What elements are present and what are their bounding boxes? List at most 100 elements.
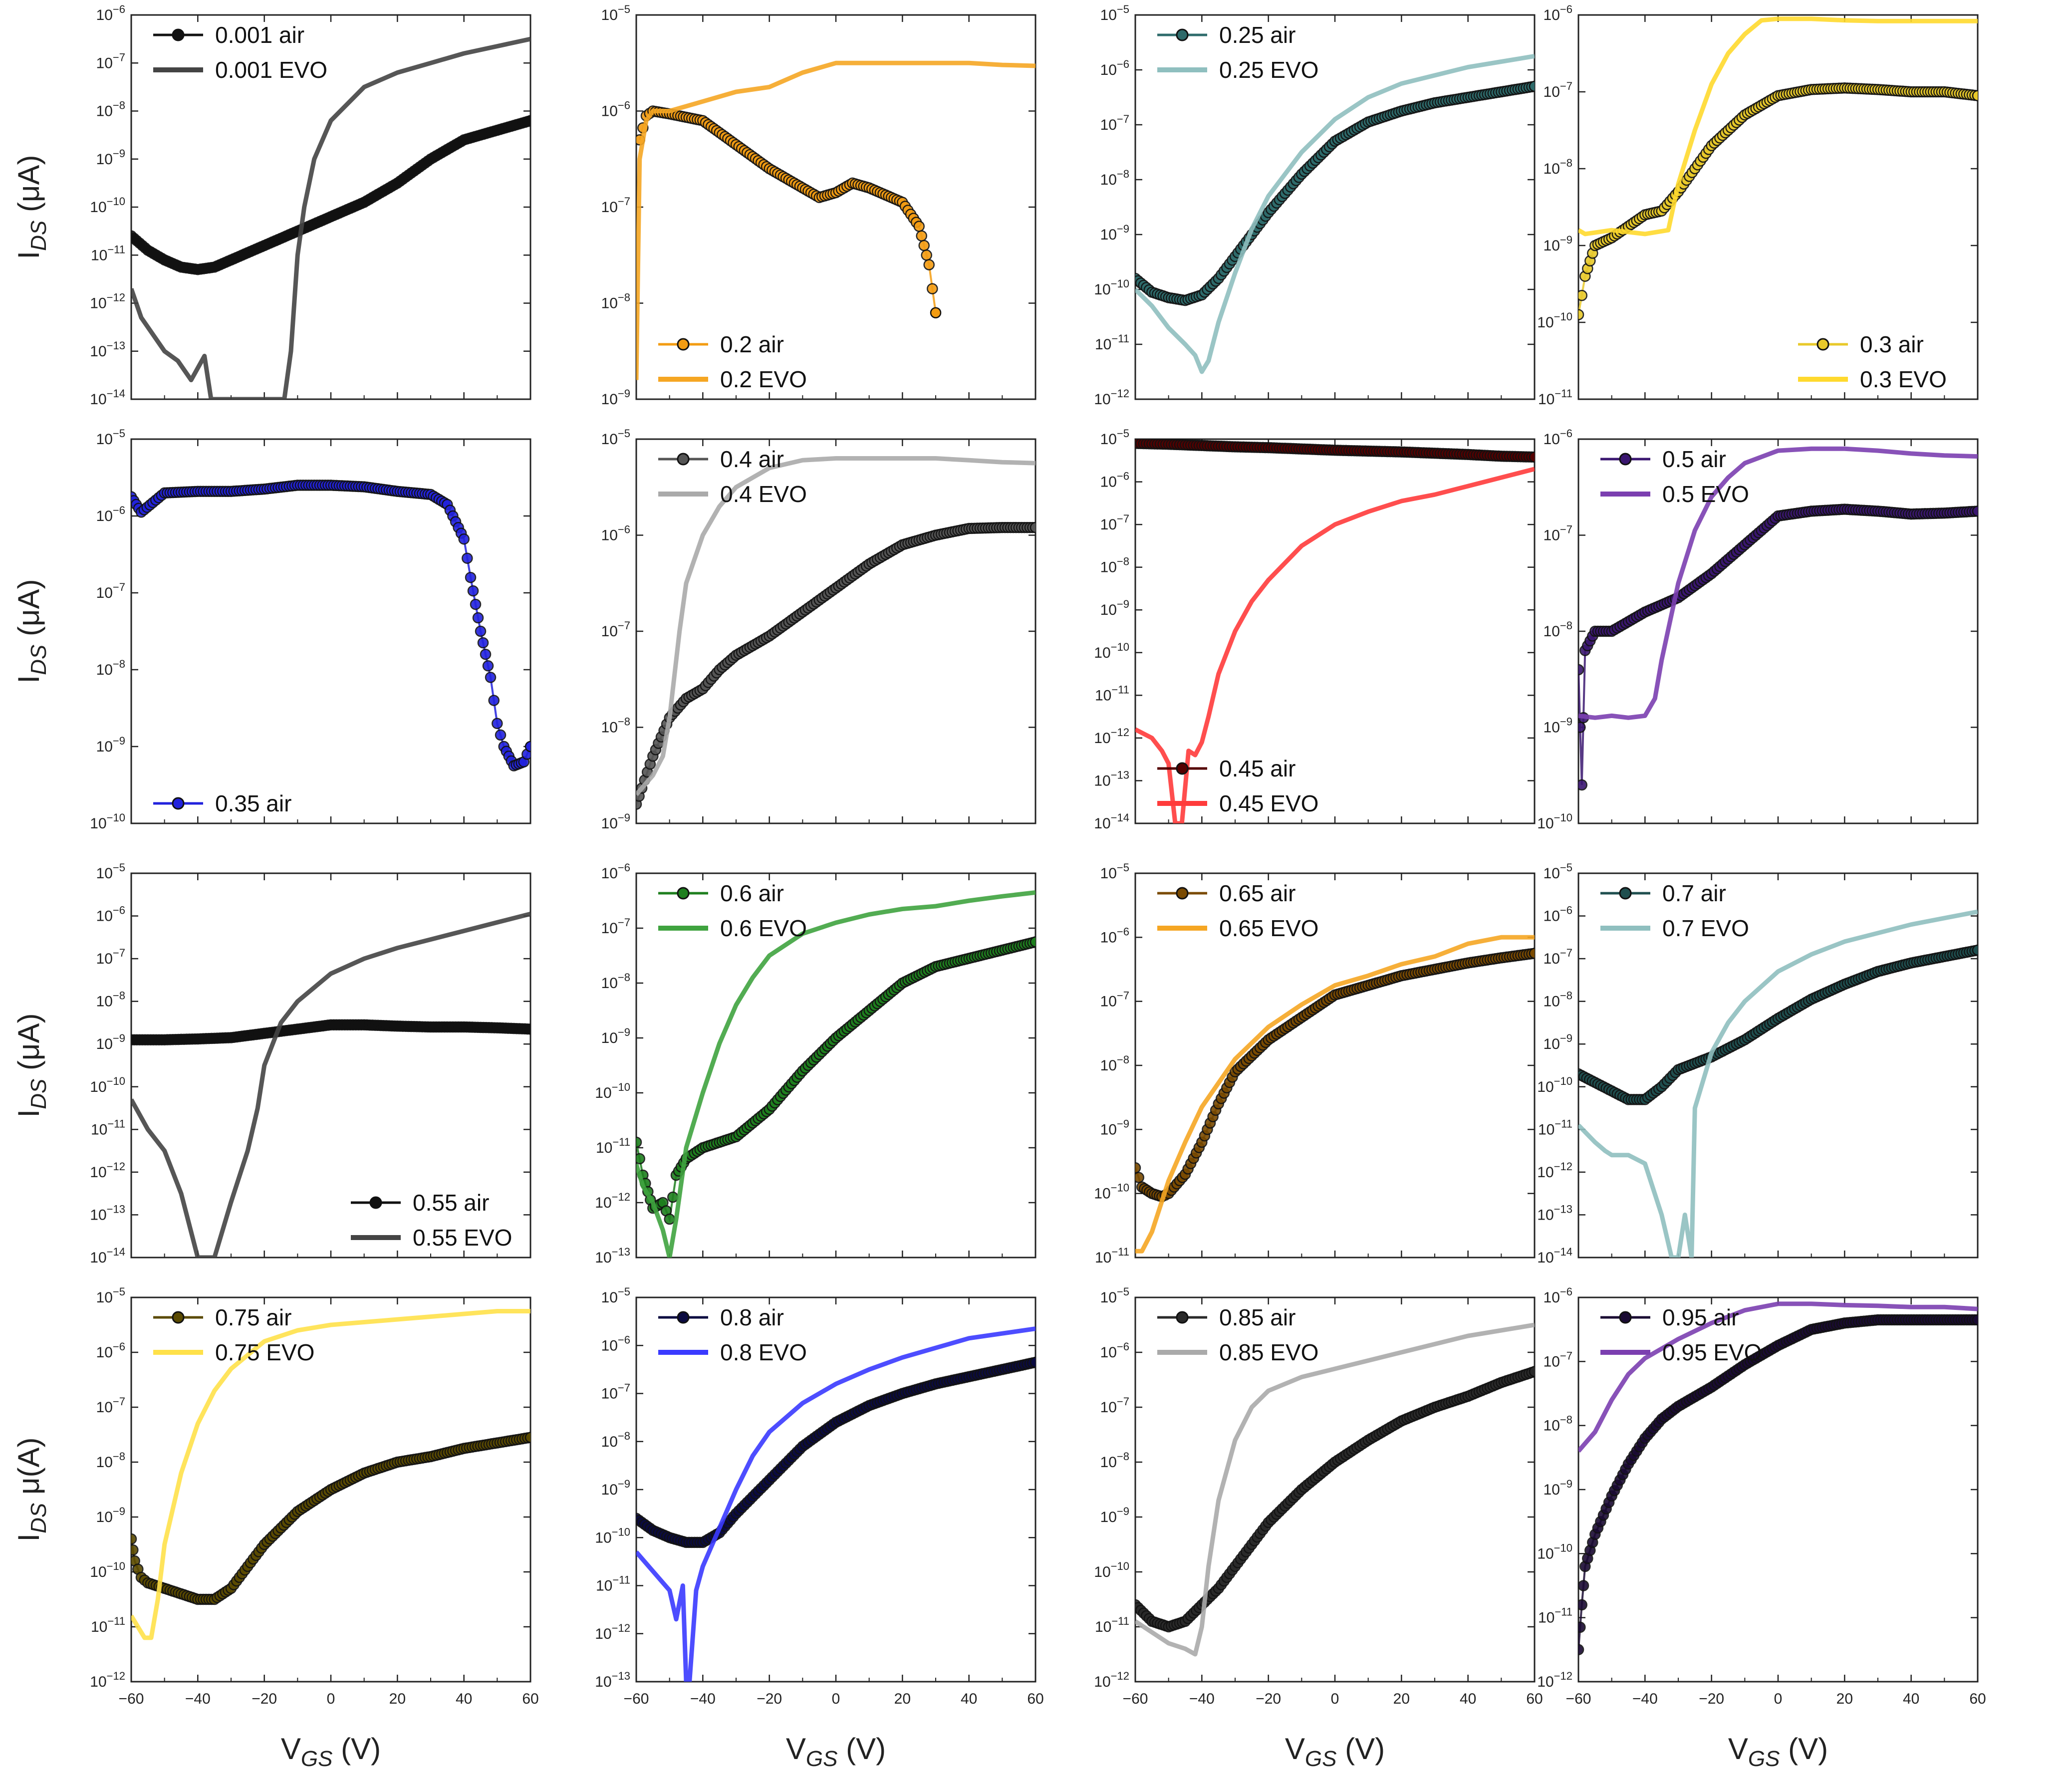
y-tick-label: 10−7 xyxy=(1544,1349,1572,1370)
x-tick-label: −60 xyxy=(1566,1691,1591,1707)
legend-marker xyxy=(677,1311,690,1324)
legend-label: 0.45 air xyxy=(1219,756,1295,781)
y-tick-label: 10−10 xyxy=(595,1081,630,1101)
legend-label: 0.4 air xyxy=(720,446,784,472)
data-point xyxy=(524,115,530,126)
legend-label: 0.35 air xyxy=(215,790,291,816)
legend: 0.3 air 0.3 EVO xyxy=(1798,331,1947,392)
panel-4: 10−11 10−10 10−9 10−8 10−7 10−6 0.3 air 0.3 EVO xyxy=(1537,3,1979,408)
panel-5: 10−10 10−9 10−8 10−7 10−6 10−5 0.35 air xyxy=(90,427,531,832)
data-point xyxy=(1578,309,1584,320)
legend-label: 0.2 EVO xyxy=(720,366,807,392)
y-tick-label: 10−14 xyxy=(1094,811,1129,832)
y-tick-label: 10−9 xyxy=(601,1026,630,1046)
y-tick-label: 10−7 xyxy=(1544,523,1572,544)
data-point xyxy=(1578,1599,1587,1611)
legend: 0.45 air 0.45 EVO xyxy=(1157,756,1318,816)
y-tick-label: 10−5 xyxy=(1100,3,1129,23)
legend: 0.001 air 0.001 EVO xyxy=(153,22,327,83)
series-line xyxy=(636,890,1036,1258)
legend-label: 0.85 air xyxy=(1219,1304,1295,1330)
panel-14: 10−13 10−12 10−11 10−10 10−9 10−8 10−7 10−6 10−5… xyxy=(595,1285,1043,1707)
series-line xyxy=(1135,1322,1535,1657)
legend-marker xyxy=(1176,28,1189,41)
data-point xyxy=(524,741,530,753)
y-tick-label: 10−10 xyxy=(595,1525,630,1546)
y-tick-label: 10−8 xyxy=(96,990,125,1010)
legend-label: 0.65 air xyxy=(1219,880,1295,906)
data-point xyxy=(1529,948,1535,959)
data-point xyxy=(1578,1644,1584,1656)
y-tick-label: 10−8 xyxy=(96,99,125,120)
y-tick-label: 10−5 xyxy=(1100,427,1129,448)
y-tick-label: 10−9 xyxy=(1544,234,1572,254)
legend-label: 0.5 air xyxy=(1662,446,1726,472)
y-tick-label: 10−11 xyxy=(1538,387,1572,408)
x-tick-label: 20 xyxy=(1393,1691,1410,1707)
x-axis-title: VGS (V) xyxy=(786,1732,886,1771)
y-tick-label: 10−14 xyxy=(90,387,125,408)
y-axis-title: IDS (μA) xyxy=(12,155,51,259)
y-tick-label: 10−10 xyxy=(90,195,125,216)
data-point xyxy=(524,1023,530,1035)
legend: 0.8 air 0.8 EVO xyxy=(658,1304,807,1365)
legend-marker xyxy=(677,453,690,466)
x-tick-label: 60 xyxy=(1526,1691,1543,1707)
y-tick-label: 10−6 xyxy=(601,99,630,120)
x-axis-title: VGS (V) xyxy=(281,1732,381,1771)
data-point xyxy=(465,571,477,583)
y-axis-title: IDS (μA) xyxy=(12,579,51,683)
data-point xyxy=(482,660,494,672)
panel-3: 10−12 10−11 10−10 10−9 10−8 10−7 10−6 10−5 0.25 … xyxy=(1094,3,1536,408)
x-tick-label: −40 xyxy=(1632,1691,1658,1707)
y-tick-label: 10−8 xyxy=(601,1430,630,1450)
y-tick-label: 10−9 xyxy=(601,387,630,408)
legend-label: 0.75 EVO xyxy=(215,1339,314,1365)
legend-marker xyxy=(1619,453,1632,466)
data-point xyxy=(485,672,497,683)
data-point xyxy=(1578,664,1584,676)
y-tick-label: 10−6 xyxy=(1544,904,1572,925)
data-point xyxy=(1972,506,1978,517)
y-tick-label: 10−11 xyxy=(1095,1246,1129,1266)
legend-label: 0.4 EVO xyxy=(720,481,807,507)
series-line xyxy=(131,36,530,399)
y-tick-label: 10−5 xyxy=(601,427,630,448)
legend-marker xyxy=(1816,338,1829,351)
y-tick-label: 10−10 xyxy=(90,1075,125,1095)
y-tick-label: 10−11 xyxy=(596,1574,630,1594)
data-point xyxy=(495,729,507,741)
data-point xyxy=(1972,944,1978,956)
data-point xyxy=(475,625,487,637)
x-tick-label: 40 xyxy=(456,1691,472,1707)
data-point xyxy=(1529,1366,1535,1377)
series-line xyxy=(636,1326,1036,1682)
legend-label: 0.75 air xyxy=(215,1304,291,1330)
data-point xyxy=(913,221,925,232)
y-tick-label: 10−12 xyxy=(1537,1670,1572,1690)
legend: 0.65 air 0.65 EVO xyxy=(1157,880,1318,941)
y-tick-label: 10−11 xyxy=(1095,332,1129,353)
legend-label: 0.85 EVO xyxy=(1219,1339,1318,1365)
data-point xyxy=(636,1136,642,1148)
y-tick-label: 10−6 xyxy=(96,904,125,925)
y-tick-label: 10−7 xyxy=(96,51,125,71)
x-tick-label: 0 xyxy=(832,1691,840,1707)
x-tick-label: −20 xyxy=(252,1691,277,1707)
y-tick-label: 10−6 xyxy=(96,3,125,23)
panel-7: 10−14 10−13 10−12 10−11 10−10 10−9 10−8 10−7 10−… xyxy=(1094,427,1536,832)
y-tick-label: 10−6 xyxy=(1544,3,1572,23)
y-tick-label: 10−8 xyxy=(601,291,630,312)
panel-2: 10−9 10−8 10−7 10−6 10−5 0.2 air 0.2 EVO xyxy=(601,3,1036,408)
y-tick-label: 10−8 xyxy=(1544,990,1572,1010)
y-tick-label: 10−9 xyxy=(1544,1478,1572,1498)
legend-label: 0.95 EVO xyxy=(1662,1339,1762,1365)
legend: 0.95 air 0.95 EVO xyxy=(1600,1304,1762,1365)
y-tick-label: 10−13 xyxy=(1537,1203,1572,1223)
y-tick-label: 10−9 xyxy=(1100,598,1129,618)
legend-marker xyxy=(172,797,185,810)
x-tick-label: 60 xyxy=(522,1691,538,1707)
x-tick-label: −40 xyxy=(185,1691,211,1707)
legend-label: 0.3 EVO xyxy=(1860,366,1947,392)
data-point xyxy=(1578,289,1587,301)
